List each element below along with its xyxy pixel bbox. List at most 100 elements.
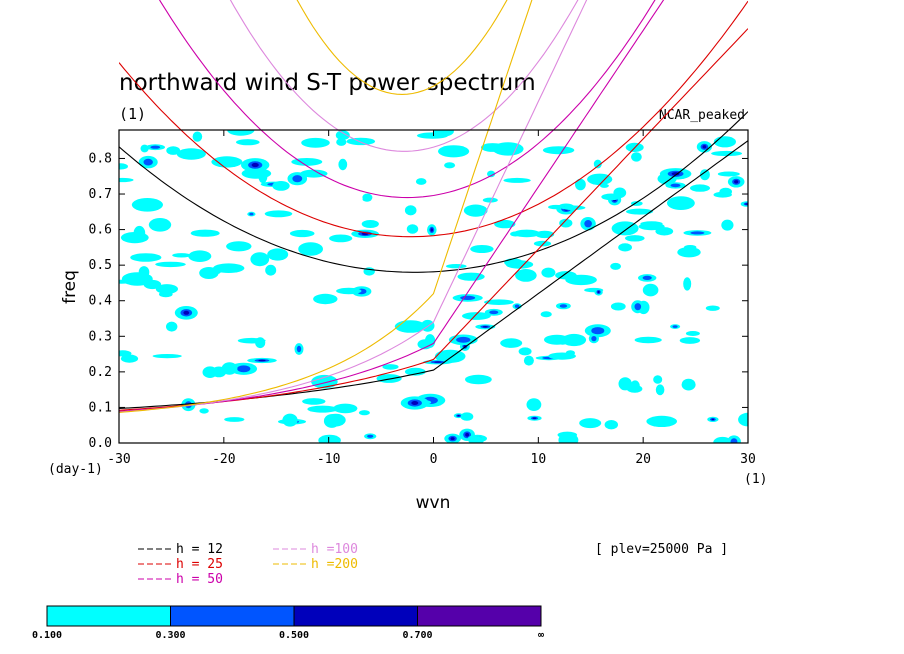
contour-blob-low: [176, 148, 206, 160]
y-tick-label: 0.5: [89, 258, 112, 273]
contour-blob-low: [484, 299, 514, 306]
contour-blob-low: [362, 193, 373, 202]
contour-blob-low: [721, 219, 734, 231]
contour-blob-low: [119, 279, 136, 284]
contour-blob-low: [679, 337, 701, 344]
y-tick-label: 0.4: [89, 294, 113, 309]
contour-blob-mid: [367, 434, 374, 438]
contour-blob-low: [152, 354, 182, 359]
contour-blob-low: [236, 139, 260, 146]
y-tick-label: 0.2: [89, 365, 112, 380]
contour-blob-low: [335, 130, 350, 141]
contour-blob-low: [336, 138, 347, 146]
contour-blob-low: [143, 279, 162, 290]
y-axis-label: freq: [60, 270, 80, 304]
contour-blob-high: [597, 290, 600, 294]
contour-blob-low: [677, 247, 701, 258]
contour-blob-low: [557, 336, 568, 345]
contour-blob-low: [559, 218, 573, 228]
contour-blob-high: [734, 180, 739, 184]
contour-blob-mid: [559, 304, 568, 308]
contour-blob-high: [482, 326, 488, 328]
contour-blob-high: [457, 415, 460, 417]
x-tick-label: -20: [212, 452, 235, 467]
contour-blob-low: [646, 415, 677, 427]
contour-blob-low: [199, 408, 209, 414]
contour-blob-low: [468, 436, 484, 443]
contour-blob-low: [513, 229, 541, 238]
contour-blob-low: [738, 412, 748, 427]
curve-kelvin-h50: [119, 0, 665, 412]
contour-blob-low: [438, 145, 470, 158]
y-tick-label: 0.6: [89, 223, 112, 238]
dataset-label: NCAR_peaked: [659, 108, 745, 123]
contour-blob-low: [604, 420, 618, 430]
contour-blob-mid: [292, 175, 303, 183]
contour-blob-low: [267, 248, 289, 261]
contour-blob-low: [166, 146, 181, 155]
colorbar-segment: [417, 605, 542, 627]
legend-label: h =200: [311, 557, 358, 572]
contour-blob-low: [560, 205, 586, 211]
contour-blob-low: [338, 158, 348, 171]
contour-blob-low: [250, 252, 270, 267]
contour-blob-low: [460, 412, 474, 421]
contour-blob-low: [307, 405, 338, 413]
contour-blob-high: [465, 432, 469, 437]
contour-blob-low: [265, 264, 277, 276]
contour-blob-low: [681, 378, 696, 391]
contour-blob-low: [415, 178, 427, 185]
curve-kelvin-h100: [119, 0, 588, 413]
contour-blob-low: [541, 267, 556, 278]
contour-blob-low: [155, 261, 186, 268]
contour-blob-low: [358, 410, 370, 416]
contour-blob-low: [302, 398, 326, 405]
contour-blob-low: [587, 173, 613, 185]
contour-blob-low: [523, 355, 534, 366]
contour-blob-high: [258, 359, 266, 362]
plev-note: [ plev=25000 Pa ]: [595, 542, 728, 557]
contour-blob-mid: [642, 275, 652, 280]
contour-blob-low: [404, 367, 426, 376]
chart-subtitle: (1): [119, 105, 146, 123]
colorbar-segment: [170, 605, 295, 627]
contour-blob-low: [711, 150, 743, 157]
contour-blob-low: [311, 374, 338, 389]
contour-blob-mid: [143, 158, 153, 166]
contour-blob-mid: [296, 345, 302, 353]
contour-blob-low: [457, 272, 485, 281]
contour-blob-high: [702, 145, 707, 149]
contour-blob-low: [601, 193, 622, 201]
contour-blob-low: [482, 197, 498, 203]
contour-blob-low: [575, 178, 586, 191]
contour-blob-low: [667, 196, 695, 211]
contour-blob-low: [446, 264, 467, 269]
contour-blob-low: [713, 436, 732, 443]
contour-blob-low: [625, 235, 645, 242]
contour-blob-low: [417, 132, 448, 139]
contour-blob-low: [683, 277, 692, 291]
contour-blob-low: [192, 131, 203, 142]
contour-blob-mid: [249, 212, 254, 216]
contour-blob-low: [642, 283, 659, 297]
curve-kelvin-h200: [119, 0, 533, 413]
contour-blob-low: [361, 220, 379, 228]
colorbar-label: 0.700: [402, 630, 432, 641]
contour-blob-low: [346, 137, 376, 146]
curve-ig-h25: [119, 0, 748, 238]
contour-blob-low: [325, 413, 346, 427]
x-tick-label: 20: [635, 452, 651, 467]
legend-label: h =100: [311, 542, 358, 557]
contour-blob-low: [510, 231, 521, 237]
contour-blob-low: [155, 284, 178, 294]
contour-blob-low: [199, 267, 219, 279]
contour-blob-low: [131, 198, 163, 212]
contour-blob-low: [318, 434, 341, 443]
contour-blob-low: [313, 293, 338, 305]
contour-blob-low: [300, 169, 328, 178]
contour-blob-high: [450, 437, 455, 441]
contour-blob-low: [282, 413, 298, 427]
contour-blob-low: [291, 158, 323, 166]
legend-label: h = 50: [176, 572, 223, 587]
contour-blob-low: [188, 250, 212, 262]
